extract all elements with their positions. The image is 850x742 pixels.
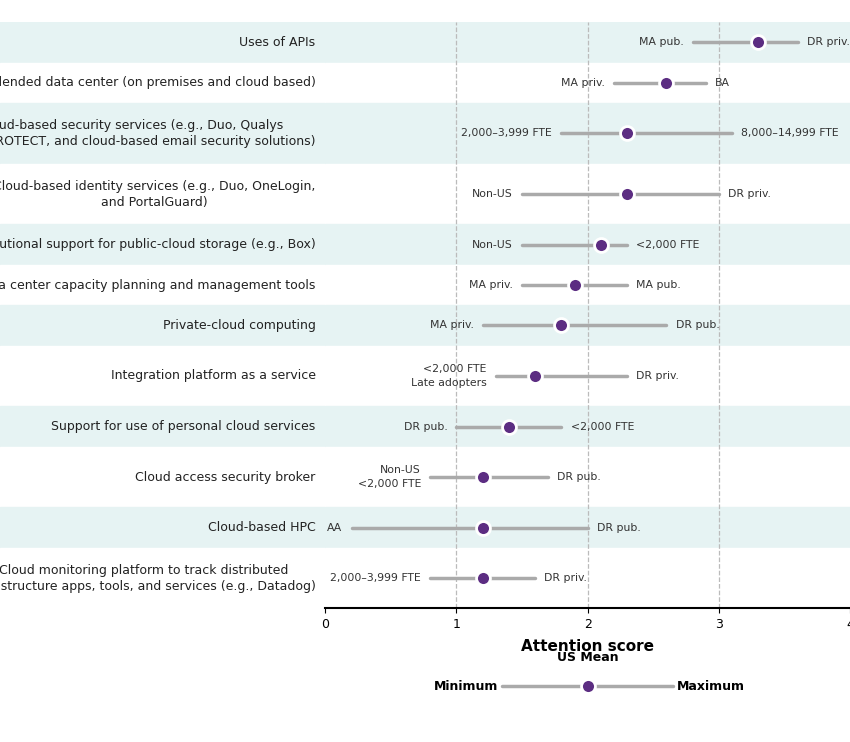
Bar — [326, 62, 850, 103]
Text: <2,000 FTE: <2,000 FTE — [358, 479, 421, 489]
Bar — [0, 103, 326, 164]
Bar — [326, 548, 850, 608]
Bar — [326, 447, 850, 508]
Text: Cloud monitoring platform to track distributed
infrastructure apps, tools, and s: Cloud monitoring platform to track distr… — [0, 564, 315, 593]
Bar — [326, 265, 850, 305]
Text: 8,000–14,999 FTE: 8,000–14,999 FTE — [741, 128, 839, 139]
Text: Support for use of personal cloud services: Support for use of personal cloud servic… — [51, 420, 315, 433]
Text: Integration platform as a service: Integration platform as a service — [110, 370, 315, 382]
Text: MA pub.: MA pub. — [636, 280, 681, 290]
Text: DR priv.: DR priv. — [636, 371, 679, 381]
Text: DR pub.: DR pub. — [404, 421, 447, 432]
Text: <2,000 FTE: <2,000 FTE — [570, 421, 634, 432]
Bar — [0, 224, 326, 265]
Text: 2,000–3,999 FTE: 2,000–3,999 FTE — [462, 128, 552, 139]
Text: MA pub.: MA pub. — [638, 38, 683, 47]
Text: Late adopters: Late adopters — [411, 378, 487, 388]
Text: Cloud access security broker: Cloud access security broker — [135, 470, 315, 484]
Bar — [0, 62, 326, 103]
Text: Data center capacity planning and management tools: Data center capacity planning and manage… — [0, 278, 315, 292]
Text: Uses of APIs: Uses of APIs — [240, 36, 315, 49]
Text: Private-cloud computing: Private-cloud computing — [162, 319, 315, 332]
Bar — [326, 164, 850, 224]
Text: Cloud-based security services (e.g., Duo, Qualys
ThreatPROTECT, and cloud-based : Cloud-based security services (e.g., Duo… — [0, 119, 315, 148]
Text: DR priv.: DR priv. — [728, 189, 771, 199]
Text: MA priv.: MA priv. — [561, 78, 604, 88]
Bar — [326, 508, 850, 548]
Text: DR pub.: DR pub. — [597, 522, 641, 533]
Bar — [0, 22, 326, 62]
Bar — [326, 346, 850, 407]
Text: Blended data center (on premises and cloud based): Blended data center (on premises and clo… — [0, 76, 315, 89]
Bar — [326, 224, 850, 265]
Text: Non-US: Non-US — [472, 189, 513, 199]
Text: 2,000–3,999 FTE: 2,000–3,999 FTE — [331, 573, 421, 583]
Text: MA priv.: MA priv. — [429, 321, 473, 330]
Text: US Mean: US Mean — [557, 651, 619, 664]
Bar — [0, 407, 326, 447]
Bar — [326, 305, 850, 346]
Bar — [0, 508, 326, 548]
Text: Non-US: Non-US — [472, 240, 513, 249]
Text: DR pub.: DR pub. — [676, 321, 719, 330]
Bar — [0, 305, 326, 346]
Bar — [0, 164, 326, 224]
Bar — [0, 346, 326, 407]
Bar — [326, 103, 850, 164]
Text: Cloud-based identity services (e.g., Duo, OneLogin,
and PortalGuard): Cloud-based identity services (e.g., Duo… — [0, 180, 315, 209]
Text: Cloud-based HPC: Cloud-based HPC — [207, 521, 315, 534]
Text: BA: BA — [715, 78, 730, 88]
X-axis label: Attention score: Attention score — [521, 640, 654, 654]
Bar — [326, 22, 850, 62]
Text: Maximum: Maximum — [677, 680, 745, 693]
Text: DR priv.: DR priv. — [807, 38, 850, 47]
Bar — [0, 265, 326, 305]
Bar — [0, 548, 326, 608]
Text: AA: AA — [327, 522, 343, 533]
Text: <2,000 FTE: <2,000 FTE — [423, 364, 487, 374]
Bar — [0, 447, 326, 508]
Text: DR pub.: DR pub. — [558, 472, 601, 482]
Text: Minimum: Minimum — [434, 680, 498, 693]
Text: Institutional support for public-cloud storage (e.g., Box): Institutional support for public-cloud s… — [0, 238, 315, 251]
Text: <2,000 FTE: <2,000 FTE — [636, 240, 700, 249]
Text: Non-US: Non-US — [380, 465, 421, 475]
Text: DR priv.: DR priv. — [544, 573, 587, 583]
Bar — [326, 407, 850, 447]
Text: MA priv.: MA priv. — [469, 280, 513, 290]
